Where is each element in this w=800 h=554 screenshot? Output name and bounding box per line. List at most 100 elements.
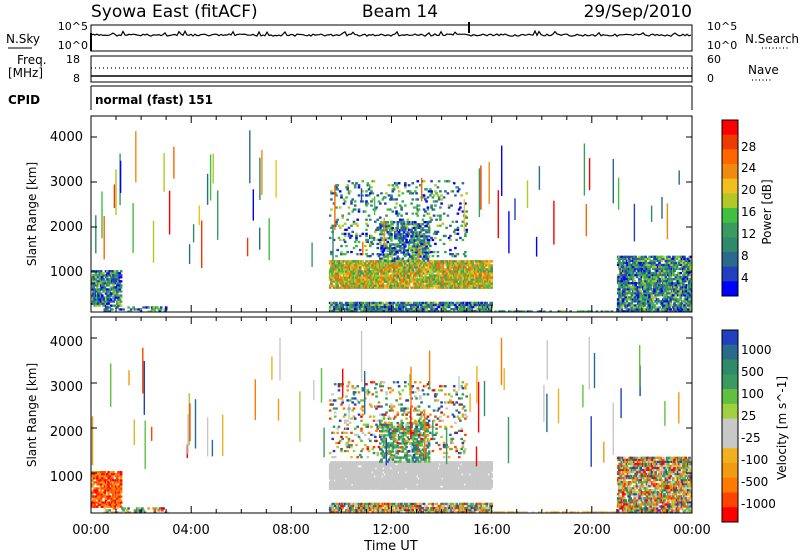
power-cell <box>335 314 338 316</box>
power-cell <box>471 276 475 279</box>
power-cell <box>412 243 416 246</box>
power-cell <box>464 266 467 269</box>
power-cell <box>650 300 654 303</box>
power-cell <box>114 274 118 277</box>
power-cell <box>361 260 365 263</box>
power-cell <box>402 266 406 269</box>
power-cell <box>450 270 453 273</box>
power-cell <box>417 314 420 316</box>
power-cell <box>523 312 526 314</box>
power-cell <box>629 288 632 291</box>
power-cell <box>437 260 441 263</box>
power-cell <box>454 270 457 273</box>
power-cell <box>439 274 442 277</box>
power-cell <box>362 266 366 269</box>
power-cell <box>455 305 458 309</box>
power-cell <box>144 314 147 316</box>
power-cell <box>418 314 421 316</box>
power-cell <box>588 314 591 316</box>
power-cell <box>446 280 450 283</box>
power-cell <box>440 278 443 281</box>
power-cell <box>646 265 650 269</box>
power-cell <box>231 313 234 315</box>
power-cell <box>422 286 426 289</box>
power-cell <box>409 314 412 316</box>
power-cell <box>391 223 395 226</box>
power-cell <box>629 312 632 314</box>
power-cell <box>624 314 627 316</box>
power-cell <box>122 314 125 316</box>
power-cell <box>389 251 392 254</box>
power-cell <box>301 313 304 315</box>
power-cell <box>394 243 397 246</box>
power-cell <box>510 312 513 314</box>
power-cell <box>346 309 349 312</box>
power-cell <box>330 301 333 305</box>
power-cell <box>639 294 642 297</box>
power-cell <box>420 282 423 285</box>
power-cell <box>425 245 428 248</box>
power-cell <box>412 314 415 316</box>
power-cell <box>420 303 423 307</box>
power-cell <box>377 305 381 309</box>
power-cell <box>643 292 646 295</box>
power-cell <box>402 268 406 271</box>
power-cell <box>392 266 396 269</box>
power-cell <box>429 282 432 285</box>
power-cell <box>360 305 363 309</box>
power-cell <box>456 262 460 265</box>
power-cell <box>639 298 642 301</box>
power-cell <box>469 314 472 316</box>
power-cell <box>456 274 460 277</box>
power-cell <box>375 301 378 305</box>
power-cell <box>366 307 370 311</box>
power-cell <box>649 286 652 289</box>
power-cell <box>623 288 626 291</box>
power-cell <box>108 310 112 312</box>
power-cell <box>440 303 443 307</box>
power-cell <box>648 269 651 273</box>
power-cell <box>387 278 391 281</box>
power-cell <box>417 266 421 269</box>
power-cell <box>392 314 395 316</box>
power-cell <box>434 301 437 305</box>
power-cell <box>632 314 635 316</box>
power-cell <box>132 306 135 309</box>
power-cell <box>92 290 95 293</box>
power-cell <box>103 308 107 311</box>
power-cell <box>392 259 396 262</box>
power-cell <box>416 257 420 260</box>
power-cell <box>304 313 307 315</box>
power-cell <box>97 294 100 297</box>
power-cell <box>415 247 418 250</box>
power-cell <box>117 278 120 281</box>
power-cell <box>445 286 448 289</box>
power-cell <box>425 307 428 311</box>
power-cell <box>358 266 362 269</box>
power-cell <box>634 298 637 301</box>
power-cell <box>409 274 412 277</box>
power-cell <box>624 312 627 314</box>
power-cell <box>130 312 133 314</box>
power-cell <box>379 307 382 311</box>
power-cell <box>626 310 630 312</box>
power-cell <box>489 307 492 311</box>
power-cell <box>625 280 629 283</box>
power-cell <box>401 257 405 260</box>
power-cell <box>621 312 624 314</box>
power-cell <box>492 312 495 314</box>
power-cell <box>630 271 634 275</box>
power-cell <box>461 264 465 267</box>
power-cell <box>126 312 129 314</box>
power-cell <box>399 241 402 244</box>
power-cell <box>420 286 423 289</box>
power-cell <box>630 259 634 262</box>
power-cell <box>240 313 243 315</box>
power-cell <box>426 259 430 262</box>
power-cell <box>364 262 367 265</box>
power-cell <box>391 305 395 309</box>
power-cell <box>120 314 123 316</box>
power-cell <box>623 275 626 279</box>
power-cell <box>636 292 640 295</box>
power-cell <box>464 286 467 289</box>
